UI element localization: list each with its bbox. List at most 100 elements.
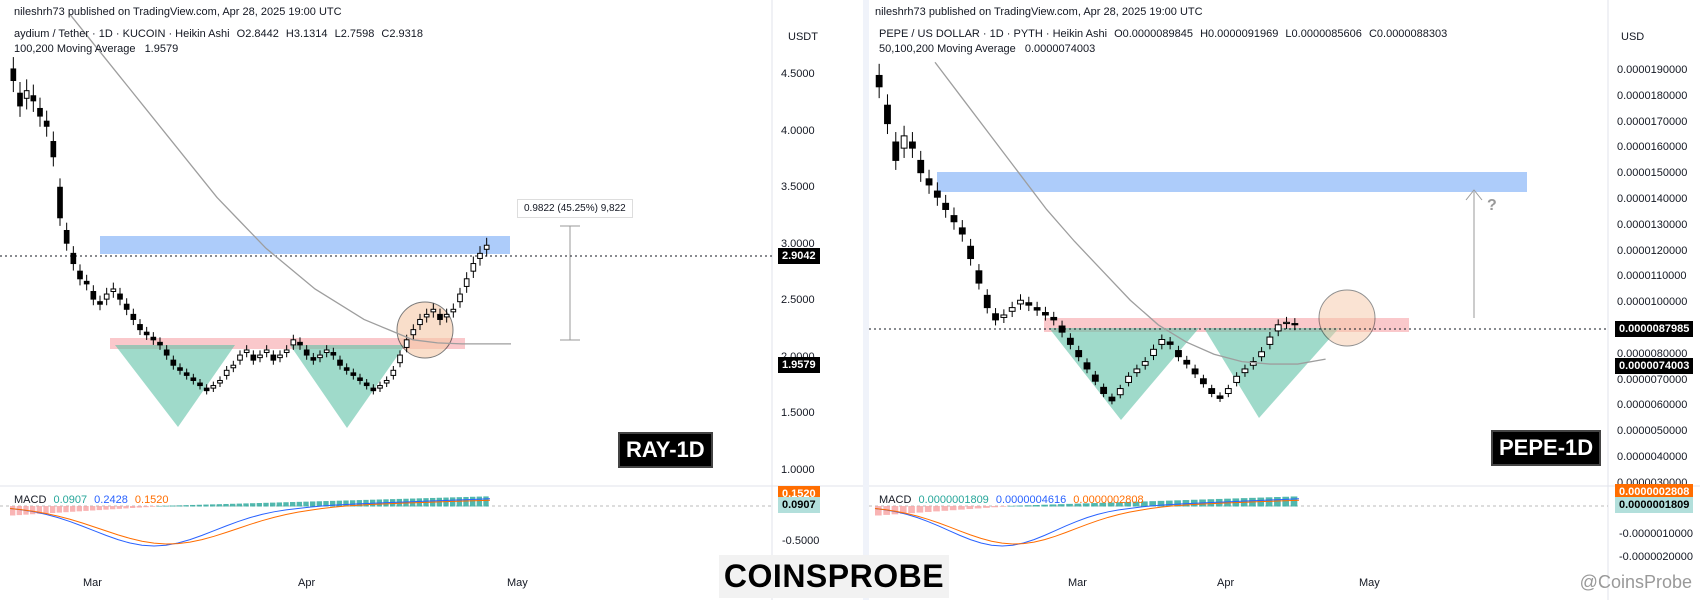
candle-body xyxy=(117,293,123,300)
candle-body xyxy=(397,354,403,364)
candle-body xyxy=(183,372,190,376)
candle-body xyxy=(350,372,357,376)
candle-body xyxy=(50,141,57,158)
y-tick-label: 0.0000140000 xyxy=(1617,193,1688,205)
macd-bar xyxy=(350,500,356,507)
macd-bar xyxy=(70,506,76,512)
ma-line: 50,100,200 Moving Average 0.0000074003 xyxy=(879,42,1095,56)
candle-body xyxy=(1091,374,1099,382)
macd-bar xyxy=(136,506,142,508)
macd-bar xyxy=(156,505,162,507)
y-tick-label: 0.0000190000 xyxy=(1617,64,1688,76)
candle-body xyxy=(257,354,263,359)
macd-bar xyxy=(476,496,482,507)
candle-body xyxy=(884,104,891,125)
macd-bar xyxy=(875,506,882,516)
candle-body xyxy=(217,379,223,384)
macd-bar xyxy=(243,503,249,507)
macd-bar xyxy=(1008,505,1015,507)
macd-bar xyxy=(999,506,1007,507)
currency-label: USD xyxy=(1621,31,1645,43)
macd-bar xyxy=(103,506,109,510)
macd-bar xyxy=(263,502,269,507)
candle-body xyxy=(950,215,958,223)
y-tick-label: 0.0000180000 xyxy=(1617,89,1688,102)
macd-bar xyxy=(1141,501,1148,507)
macd-value-3: 0.1520 xyxy=(134,494,169,506)
candle-body xyxy=(450,308,457,313)
candle-body xyxy=(23,90,30,99)
ma-label: 100,200 Moving Average xyxy=(14,43,136,55)
candle-body xyxy=(1058,325,1066,333)
macd-value-3: 0.0000002808 xyxy=(1073,494,1144,506)
price-tag: 2.9042 xyxy=(778,248,820,264)
y-tick-label: 0.0000100000 xyxy=(1617,296,1688,309)
candle-body xyxy=(137,324,143,331)
candle-body xyxy=(417,318,423,326)
candle-body xyxy=(17,92,23,107)
candle-body xyxy=(1233,375,1241,383)
macd-value-1: 0.0000001809 xyxy=(918,494,989,506)
candle-body xyxy=(70,252,77,265)
right-shoulder xyxy=(1204,328,1339,418)
candle-body xyxy=(483,244,490,250)
breakout-circle xyxy=(1318,289,1376,347)
left-shoulder xyxy=(1049,328,1199,420)
macd-bar xyxy=(1124,501,1132,507)
candle-body xyxy=(163,349,170,356)
macd-bar xyxy=(336,500,342,507)
candle-body xyxy=(1175,350,1182,358)
macd-bar xyxy=(1215,498,1223,507)
candle-body xyxy=(992,313,999,321)
candle-body xyxy=(470,263,477,272)
macd-bar xyxy=(183,505,189,507)
macd-bar xyxy=(1174,500,1181,507)
candle-body xyxy=(1166,341,1174,345)
macd-bar xyxy=(90,506,96,511)
candle-body xyxy=(967,245,975,260)
macd-bar xyxy=(1290,496,1298,507)
macd-bar xyxy=(1057,504,1065,507)
candle-body xyxy=(203,387,210,392)
candle-body xyxy=(463,278,470,287)
candle-body xyxy=(363,382,370,387)
macd-bar xyxy=(130,506,136,508)
macd-bar xyxy=(1066,503,1073,507)
candle-body xyxy=(43,120,50,127)
macd-label: MACD xyxy=(14,494,47,506)
signal-line xyxy=(9,499,491,545)
candle-body xyxy=(97,301,103,305)
macd-bar xyxy=(270,502,276,507)
candle-body xyxy=(1274,324,1282,332)
ma-tag: 0.0000074003 xyxy=(1615,358,1694,374)
macd-bar xyxy=(210,504,216,507)
candle-body xyxy=(170,359,177,366)
candle-body xyxy=(900,135,908,149)
macd-bar xyxy=(63,506,69,513)
y-tick-label: 0.0000110000 xyxy=(1617,270,1687,283)
candle-body xyxy=(1050,316,1058,321)
macd-bar xyxy=(1132,501,1140,507)
moving-average-line xyxy=(69,14,511,345)
y-tick-label: 0.0000050000 xyxy=(1617,425,1688,438)
candle-body xyxy=(177,367,183,371)
candle-body xyxy=(297,341,303,346)
macd-bar xyxy=(1107,502,1115,507)
macd-bar xyxy=(10,506,16,516)
macd-bar xyxy=(36,506,42,514)
publisher-line: nileshrh73 published on TradingView.com,… xyxy=(14,6,342,18)
candle-body xyxy=(90,291,97,300)
candle-body xyxy=(1158,339,1166,345)
publisher-line: nileshrh73 published on TradingView.com,… xyxy=(875,6,1203,18)
macd-bar xyxy=(1041,504,1048,507)
candle-body xyxy=(892,141,900,161)
candle-body xyxy=(1066,337,1074,345)
macd-bar xyxy=(941,506,949,511)
candle-body xyxy=(917,159,925,174)
macd-bar xyxy=(1116,502,1123,507)
y-tick-label: 0.0000070000 xyxy=(1617,373,1688,386)
candle-body xyxy=(83,280,90,285)
ohlc-open: O0.0000089845 xyxy=(1114,28,1193,40)
candle-body xyxy=(1075,350,1083,358)
candle-body xyxy=(150,336,157,341)
